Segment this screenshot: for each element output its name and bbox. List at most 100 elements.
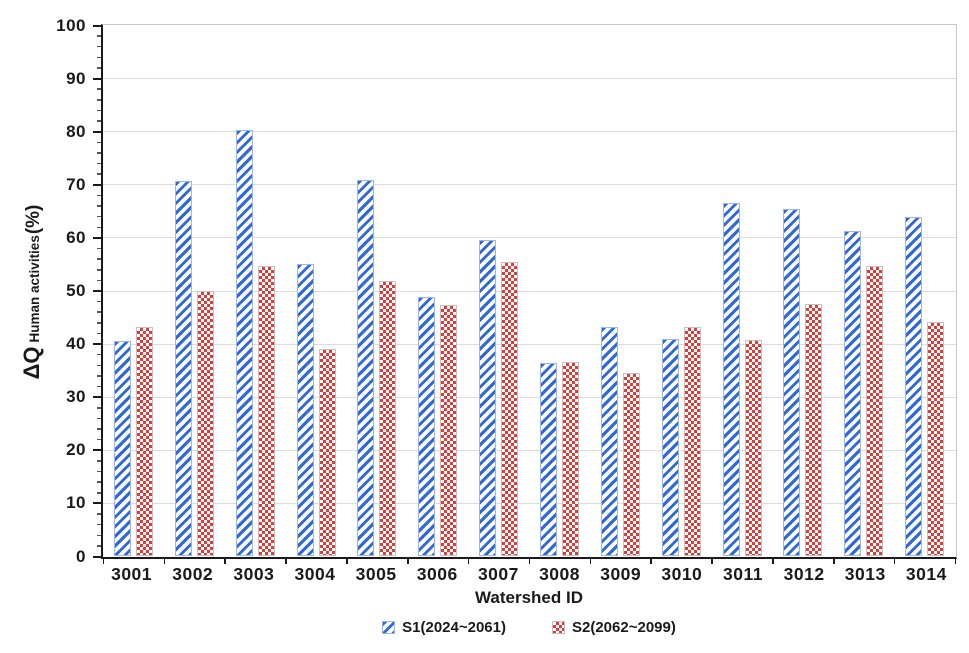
y-tick-label: 80: [66, 121, 86, 141]
bar-s2: [379, 280, 397, 556]
y-tick-minor: [96, 215, 101, 218]
y-tick-major: [93, 449, 101, 452]
y-tick-minor: [96, 45, 101, 48]
bars-layer: [103, 25, 955, 556]
y-tick-label: 20: [66, 440, 86, 460]
bar-s2: [866, 265, 884, 556]
x-tick-label: 3014: [905, 564, 947, 584]
x-tick-label: 3004: [294, 564, 336, 584]
bar-s2: [257, 266, 275, 556]
y-tick-minor: [96, 109, 101, 112]
y-tick-major: [93, 130, 101, 133]
x-tick: [893, 559, 896, 564]
x-tick-label: 3010: [661, 564, 703, 584]
gridline: [103, 396, 956, 398]
y-tick-minor: [96, 141, 101, 144]
legend-item-s1: S1(2024~2061): [382, 619, 506, 636]
gridline: [103, 184, 956, 186]
y-tick-minor: [96, 492, 101, 494]
gridline: [103, 237, 956, 239]
bar-s1: [174, 180, 192, 556]
x-tick: [285, 559, 287, 564]
x-tick-label: 3007: [477, 564, 519, 584]
y-tick-minor: [96, 258, 101, 260]
y-tick-minor: [96, 194, 101, 197]
legend-swatch-s1: [382, 621, 396, 634]
bar-group: [651, 25, 712, 556]
bar-s2: [683, 327, 701, 556]
x-tick: [711, 559, 713, 564]
bar-s2: [318, 348, 336, 556]
x-axis-title: Watershed ID: [474, 588, 583, 607]
legend-label: S1(2024~2061): [402, 619, 506, 636]
x-tick: [467, 559, 470, 564]
bar-s1: [296, 263, 314, 556]
bar-s1: [905, 216, 923, 556]
plot-area: [101, 24, 957, 559]
bar-s1: [844, 230, 862, 556]
y-tick-minor: [96, 56, 101, 59]
gridline: [103, 502, 956, 504]
y-axis-tick-labels: 0 10 20 30 40 50 60 70 80 90 100: [0, 16, 86, 566]
y-tick-major: [93, 502, 101, 505]
bar-s2: [927, 321, 945, 556]
legend-swatch-s2: [552, 621, 565, 634]
x-tick-label: 3013: [844, 564, 886, 584]
y-tick-major: [93, 555, 101, 558]
gridline: [103, 449, 956, 451]
bar-s2: [196, 291, 214, 556]
y-tick-label: 0: [76, 546, 86, 566]
bar-s2: [501, 262, 519, 556]
legend-item-s2: S2(2062~2099): [552, 619, 676, 636]
bar-group: [225, 25, 286, 556]
y-tick-label: 30: [66, 387, 86, 407]
bar-group: [164, 25, 225, 556]
bar-group: [286, 25, 347, 556]
y-tick-label: 50: [66, 281, 86, 300]
y-tick-minor: [96, 120, 101, 122]
y-tick-minor: [96, 407, 101, 409]
bar-group: [468, 25, 529, 556]
x-axis-tick-labels: 3001 3002 3003 3004 3005 3006 3007 3008 3009 3010…: [101, 564, 957, 585]
gridline: [103, 78, 956, 80]
x-tick-label: 3008: [539, 564, 581, 584]
bar-group: [346, 25, 407, 556]
y-tick-major: [93, 343, 101, 346]
x-tick: [224, 559, 226, 564]
bar-s2: [744, 339, 762, 556]
gridline: [103, 343, 956, 345]
y-tick-minor: [96, 470, 101, 473]
y-tick-minor: [96, 481, 101, 483]
x-tick: [407, 559, 409, 564]
y-tick-minor: [96, 460, 101, 462]
bar-group: [833, 25, 894, 556]
y-tick-label: 100: [56, 15, 86, 35]
y-tick-minor: [96, 534, 101, 536]
y-tick-major: [93, 24, 101, 27]
x-tick-label: 3002: [172, 564, 214, 584]
y-tick-minor: [96, 269, 101, 271]
y-axis-ticks: [88, 24, 101, 559]
x-tick-label: 3006: [416, 564, 458, 584]
bar-s1: [722, 202, 740, 556]
y-tick-minor: [96, 353, 101, 356]
y-tick-minor: [96, 322, 101, 324]
y-tick-minor: [96, 247, 101, 250]
x-tick: [833, 559, 835, 564]
gridline: [103, 290, 956, 292]
bar-group: [894, 25, 955, 556]
x-tick: [772, 559, 774, 564]
bar-group: [103, 25, 164, 556]
bar-s2: [440, 305, 458, 556]
bar-group: [529, 25, 590, 556]
bar-s1: [418, 297, 436, 556]
y-tick-minor: [96, 375, 101, 377]
x-tick: [528, 559, 531, 564]
y-tick-major: [93, 290, 101, 292]
bar-s1: [600, 327, 618, 556]
bar-s2: [561, 361, 579, 556]
x-tick-label: 3001: [111, 564, 153, 584]
bar-s1: [479, 240, 497, 556]
y-tick-minor: [96, 279, 101, 282]
y-tick-minor: [96, 162, 101, 165]
